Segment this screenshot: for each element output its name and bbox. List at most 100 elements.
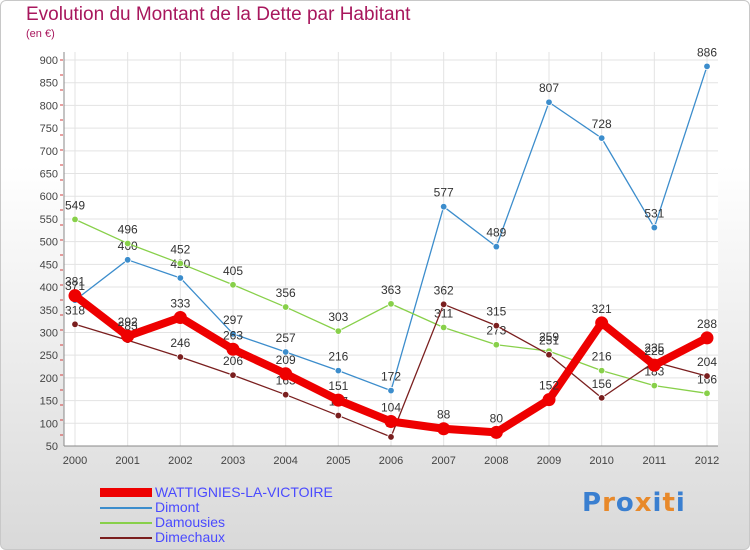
logo-letter: P [582, 488, 603, 518]
logo-letter: x [634, 488, 653, 518]
data-label: 363 [381, 283, 401, 297]
data-label: 886 [697, 45, 717, 59]
data-point [173, 310, 187, 324]
chart-legend: WATTIGNIES-LA-VICTOIRE Dimont Damousies Dim… [100, 485, 333, 545]
data-label: 263 [223, 328, 243, 342]
data-label: 807 [539, 81, 559, 95]
x-tick-label: 2002 [168, 455, 192, 467]
data-point [121, 329, 135, 343]
data-point [387, 433, 395, 441]
legend-item: Dimechaux [100, 530, 333, 545]
data-point [176, 259, 185, 268]
x-tick-label: 2011 [643, 455, 667, 467]
x-tick-label: 2005 [326, 455, 350, 467]
data-point [439, 202, 448, 211]
data-point [545, 351, 553, 359]
data-label: 333 [170, 296, 190, 310]
x-tick-label: 2001 [115, 455, 139, 467]
legend-swatch [100, 521, 152, 524]
y-tick-label: 300 [40, 327, 58, 339]
data-label: 315 [486, 305, 506, 319]
data-label: 104 [381, 400, 401, 414]
data-label: 259 [539, 330, 559, 344]
data-point [595, 316, 609, 330]
data-point [123, 239, 132, 248]
y-tick-label: 500 [40, 237, 58, 249]
data-label: 318 [65, 303, 85, 317]
data-point [492, 242, 501, 251]
data-point [437, 422, 451, 436]
data-point [281, 348, 290, 356]
data-label: 216 [328, 350, 348, 364]
legend-label: WATTIGNIES-LA-VICTOIRE [155, 484, 333, 500]
data-label: 204 [697, 355, 717, 369]
legend-swatch [100, 488, 152, 497]
data-point [703, 372, 711, 380]
data-label: 321 [592, 302, 612, 316]
data-label: 297 [223, 313, 243, 327]
data-label: 88 [437, 408, 451, 422]
y-tick-label: 400 [40, 282, 58, 294]
legend-label: Dimechaux [155, 529, 226, 545]
y-tick-label: 50 [46, 441, 58, 453]
x-tick-label: 2009 [537, 455, 561, 467]
data-label: 362 [434, 283, 454, 297]
data-label: 549 [65, 198, 85, 212]
data-point [542, 393, 556, 407]
logo-letter: r [602, 488, 616, 518]
data-label: 577 [434, 186, 454, 200]
y-tick-label: 150 [40, 396, 58, 408]
data-point [597, 394, 606, 402]
data-label: 452 [170, 242, 190, 256]
data-label: 246 [170, 336, 190, 350]
data-point [279, 367, 293, 381]
legend-label: Dimont [155, 499, 200, 515]
data-point [492, 341, 501, 349]
chart-subtitle: (en €) [26, 28, 55, 40]
data-point [176, 274, 185, 282]
data-point [281, 303, 290, 311]
data-label: 405 [223, 264, 243, 278]
proxiti-logo: Proxiti [582, 488, 686, 518]
data-point [545, 98, 553, 106]
data-point [334, 366, 343, 375]
data-point [229, 330, 237, 338]
y-tick-label: 200 [40, 373, 58, 385]
chart-title: Evolution du Montant de la Dette par Hab… [26, 4, 411, 25]
y-tick-label: 800 [40, 100, 58, 112]
y-tick-label: 600 [40, 191, 58, 203]
data-point [439, 300, 448, 309]
x-tick-label: 2010 [589, 455, 613, 467]
data-point [489, 425, 503, 439]
data-label: 303 [328, 310, 348, 324]
data-point [334, 411, 343, 420]
y-tick-label: 750 [40, 123, 58, 135]
data-label: 152 [539, 379, 559, 393]
y-tick-label: 650 [40, 169, 58, 181]
data-point [176, 353, 185, 361]
y-tick-label: 550 [40, 214, 58, 226]
data-point [387, 386, 395, 395]
data-point [123, 256, 132, 264]
data-point [597, 366, 606, 375]
logo-letter: o [615, 488, 635, 518]
data-label: 257 [276, 331, 296, 345]
y-tick-label: 250 [40, 350, 58, 362]
data-point [650, 223, 659, 232]
data-label: 216 [592, 350, 612, 364]
data-label: 151 [328, 379, 348, 393]
data-point [229, 371, 237, 379]
data-label: 311 [434, 306, 453, 320]
legend-item: Dimont [100, 500, 333, 515]
data-point [703, 389, 711, 398]
data-label: 235 [644, 341, 664, 355]
logo-letter: i [652, 488, 663, 518]
y-tick-label: 100 [40, 418, 58, 430]
data-point [650, 381, 659, 390]
data-point [700, 331, 714, 345]
logo-letter: t [662, 488, 676, 518]
legend-swatch [100, 506, 152, 509]
data-label: 251 [539, 334, 559, 348]
x-tick-label: 2006 [379, 455, 403, 467]
